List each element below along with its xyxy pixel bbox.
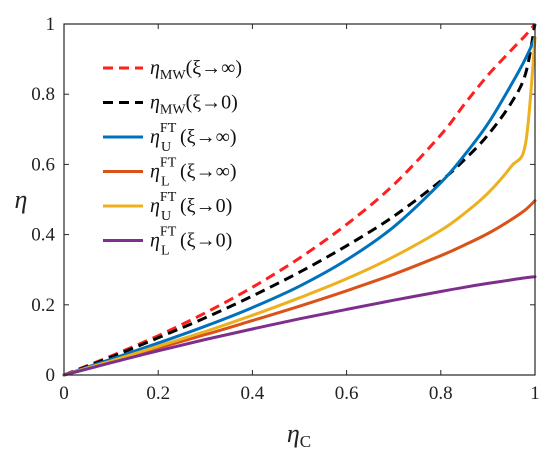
legend-superscript: FT [160,190,177,205]
x-axis-label: ηC [287,419,311,451]
legend-symbol: η [150,195,160,217]
legend-argument: (ξ→∞) [180,126,237,148]
legend-argument: (ξ→0) [180,230,232,252]
y-tick-label: 0.8 [31,84,55,105]
legend-symbol: η [150,230,160,252]
y-tick-label: 0.4 [31,225,55,246]
legend-argument: (ξ→0) [186,92,238,114]
legend-symbol: η [150,126,160,148]
series-line-0 [63,23,537,377]
y-axis-label: η [15,185,28,214]
y-axis-ticks: 0 0.2 0.4 0.6 0.8 1 [31,14,535,386]
legend-label-4: ηFT U (ξ→0) [150,190,232,224]
legend-argument: (ξ→∞) [180,161,237,183]
y-tick-label: 1 [46,14,56,35]
legend-symbol: η [150,57,160,79]
legend-subscript: L [161,244,170,259]
legend-subscript: L [161,175,170,190]
legend-subscript: U [161,209,171,224]
x-tick-label: 0.2 [146,383,170,404]
legend-argument: (ξ→∞) [186,57,243,79]
series-line-1 [63,23,537,377]
series-line-4 [62,36,537,377]
x-tick-label: 0 [59,383,69,404]
legend-label-0: ηMW(ξ→∞) [150,57,242,83]
legend: ηMW(ξ→∞)ηMW(ξ→0)ηFT U (ξ→∞)ηFT L (ξ→∞)ηFT U (ξ… [103,57,242,259]
series-lines [62,23,537,377]
plot-frame [63,23,536,376]
x-tick-label: 0.8 [429,383,453,404]
legend-label-5: ηFT L (ξ→0) [150,225,232,259]
legend-symbol: η [150,161,160,183]
legend-label-1: ηMW(ξ→0) [150,92,238,118]
legend-symbol: η [150,92,160,114]
series-line-5 [62,275,537,377]
y-axis-label-symbol: η [15,185,28,214]
x-tick-label: 1 [530,383,540,404]
y-tick-label: 0.6 [31,154,55,175]
plot-area [64,24,535,375]
y-tick-label: 0.2 [31,295,55,316]
x-axis-label-subscript: C [300,432,311,451]
legend-superscript: FT [160,156,177,171]
legend-superscript: FT [160,225,177,240]
legend-subscript: MW [160,103,186,118]
x-tick-label: 0.6 [335,383,359,404]
legend-label-3: ηFT L (ξ→∞) [150,156,237,190]
x-axis-ticks: 0 0.2 0.4 0.6 0.8 1 [59,24,540,404]
y-tick-label: 0 [46,365,56,386]
legend-subscript: MW [160,68,186,83]
legend-superscript: FT [160,121,177,136]
x-tick-label: 0.4 [241,383,265,404]
series-line-3 [62,199,537,377]
series-line-2 [62,36,537,377]
legend-subscript: U [161,140,171,155]
legend-argument: (ξ→0) [180,195,232,217]
x-axis-label-symbol: η [287,419,300,448]
legend-label-2: ηFT U (ξ→∞) [150,121,237,155]
